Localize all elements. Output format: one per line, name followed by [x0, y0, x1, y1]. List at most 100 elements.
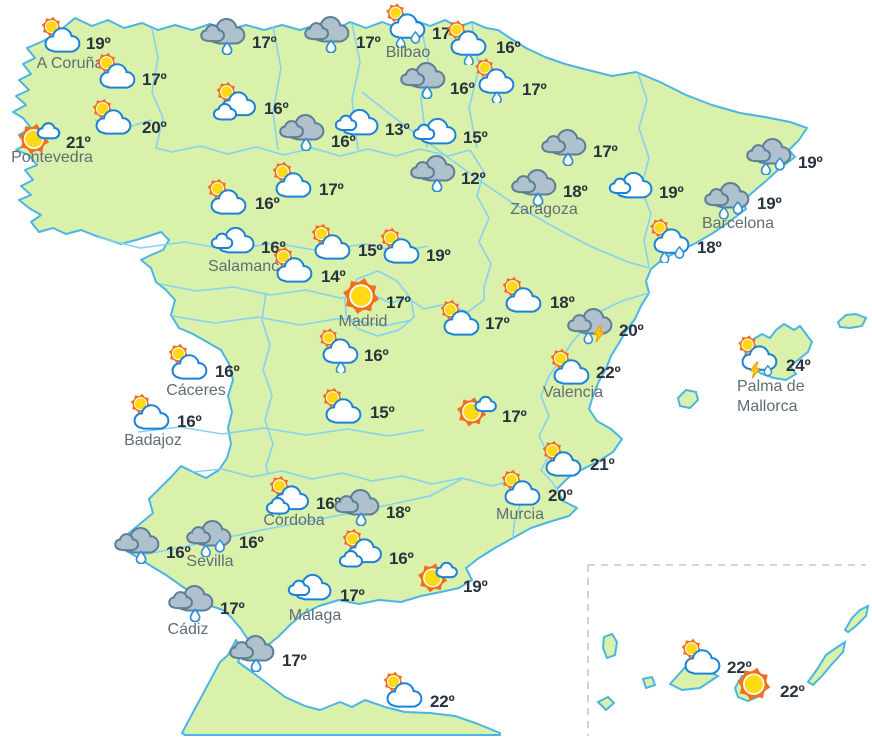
temperature-label: 15º — [370, 403, 395, 422]
ibiza-island — [676, 388, 700, 410]
temperature-label: 19º — [463, 577, 488, 596]
canary-inset-box — [587, 564, 866, 736]
temperature-label: 16º — [364, 346, 389, 365]
temperature-label: 12º — [461, 169, 486, 188]
rain-icon — [166, 576, 222, 627]
temperature-label: 13º — [385, 120, 410, 139]
temperature-label: 19º — [757, 194, 782, 213]
temperature-label: 16º — [264, 99, 289, 118]
sun-cloud-icon — [85, 97, 141, 148]
temperature-label: 19º — [798, 153, 823, 172]
rain-icon — [302, 7, 358, 58]
el-hierro-island — [596, 695, 616, 712]
temperature-label: 17º — [220, 599, 245, 618]
temperature-label: 16º — [215, 362, 240, 381]
city-label: Cádiz — [167, 621, 209, 638]
city-label: Valencia — [542, 384, 604, 401]
rain-icon — [539, 120, 595, 171]
temperature-label: 22º — [727, 658, 752, 677]
temperature-label: 21º — [590, 455, 615, 474]
temperature-label: 17º — [252, 33, 277, 52]
temperature-label: 16º — [316, 494, 341, 513]
temperature-label: 16º — [331, 132, 356, 151]
sun-rain-icon — [468, 57, 524, 108]
temperature-label: 16º — [239, 533, 264, 552]
temperature-label: 19º — [659, 183, 684, 202]
fuerteventura-island — [806, 639, 847, 687]
temperature-label: 18º — [386, 503, 411, 522]
sun-rain2-icon — [643, 217, 699, 268]
city-label: Salamanca — [207, 258, 289, 275]
temperature-label: 14º — [321, 267, 346, 286]
temperature-label: 17º — [142, 70, 167, 89]
temperature-label: 15º — [463, 128, 488, 147]
temperature-label: 17º — [319, 180, 344, 199]
temperature-label: 16º — [496, 38, 521, 57]
sun-rain-icon — [312, 327, 368, 378]
temperature-label: 19º — [86, 34, 111, 53]
temperature-label: 17º — [282, 651, 307, 670]
temperature-label: 18º — [697, 238, 722, 257]
temperature-label: 17º — [432, 24, 457, 43]
temperature-label: 24º — [786, 356, 811, 375]
cloud-icon — [606, 162, 662, 213]
rain-icon — [198, 9, 254, 60]
temperature-label: 20º — [142, 118, 167, 137]
cloud-icon — [410, 108, 466, 159]
temperature-label: 22º — [430, 692, 455, 711]
temperature-label: 20º — [548, 486, 573, 505]
temperature-label: 18º — [550, 293, 575, 312]
sun-cloud-icon — [315, 386, 371, 437]
la-palma-island — [601, 632, 619, 660]
city-label: Sevilla — [186, 553, 234, 570]
city-label: Barcelona — [701, 215, 775, 232]
sun-cloud-icon — [376, 670, 432, 721]
la-gomera-island — [641, 675, 657, 690]
city-label: Pontevedra — [11, 149, 93, 166]
temperature-label: 16º — [450, 79, 475, 98]
temperature-label: 19º — [426, 246, 451, 265]
rain-icon — [112, 518, 168, 569]
temperature-label: 18º — [563, 182, 588, 201]
temperature-label: 17º — [522, 80, 547, 99]
sun-cloud-icon — [200, 177, 256, 228]
city-label: Córdoba — [263, 512, 325, 529]
city-label: Cáceres — [166, 382, 226, 399]
sun-cloud2-icon — [209, 81, 265, 132]
city-label: Madrid — [338, 313, 388, 330]
balearic-islands — [676, 312, 868, 410]
temperature-label: 17º — [340, 586, 365, 605]
city-label: Bilbao — [385, 44, 431, 61]
temperature-label: 17º — [386, 293, 411, 312]
lanzarote-island — [843, 604, 870, 634]
sun-cloud-icon — [535, 439, 591, 490]
temperature-label: 20º — [619, 321, 644, 340]
menorca-island — [836, 312, 868, 330]
temperature-label: 17º — [502, 407, 527, 426]
city-label: Zaragoza — [510, 201, 578, 218]
sun-cloud-icon — [674, 637, 730, 688]
rain-icon — [408, 146, 464, 197]
temperature-label: 21º — [66, 133, 91, 152]
rain2-icon — [744, 129, 800, 180]
temperature-label: 16º — [255, 194, 280, 213]
sun-small-cloud-icon — [409, 554, 465, 605]
rain-icon — [227, 626, 283, 677]
temperature-label: 17º — [485, 314, 510, 333]
city-label: Badajoz — [124, 432, 182, 449]
temperature-label: 16º — [261, 238, 286, 257]
city-label: Palma de Mallorca — [737, 378, 805, 415]
city-label: Málaga — [288, 607, 342, 624]
temperature-label: 22º — [780, 682, 805, 701]
temperature-label: 16º — [177, 412, 202, 431]
sun-cloud2-icon — [335, 528, 391, 579]
sun-small-cloud-icon — [448, 388, 504, 439]
sun-cloud-icon — [304, 222, 360, 273]
temperature-label: 17º — [356, 33, 381, 52]
city-label: A Coruña — [36, 55, 104, 72]
city-label: Murcia — [495, 506, 545, 523]
temperature-label: 16º — [166, 543, 191, 562]
